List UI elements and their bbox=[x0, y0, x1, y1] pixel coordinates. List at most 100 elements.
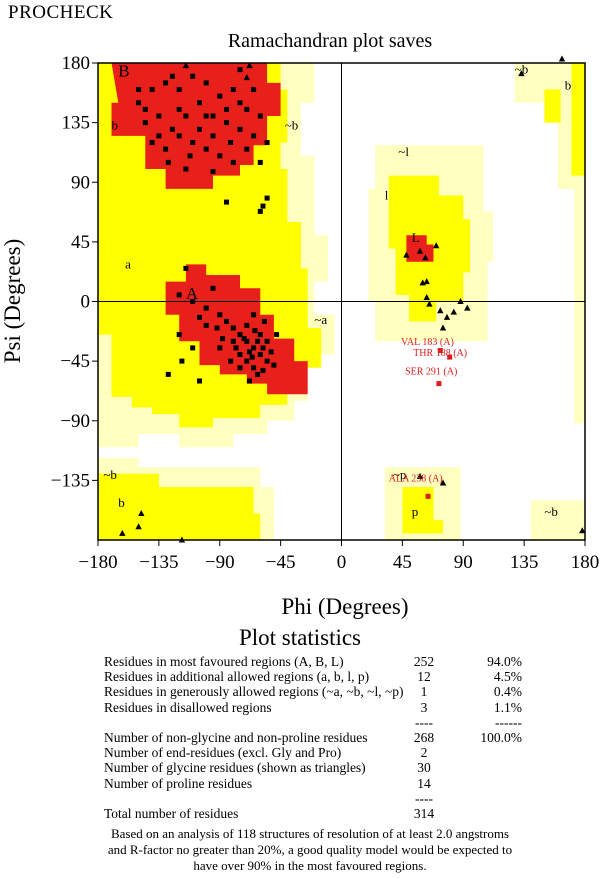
residue-point-49 bbox=[224, 199, 229, 205]
residue-point-80 bbox=[255, 371, 261, 377]
residue-point-90 bbox=[183, 265, 189, 271]
residue-point-16 bbox=[210, 133, 216, 139]
glycine-point-20 bbox=[423, 278, 430, 285]
stats-count: 3 bbox=[420, 699, 428, 715]
outlier-point-2 bbox=[436, 381, 442, 387]
data-points bbox=[119, 55, 586, 543]
y-axis-label: Psi (Degrees) bbox=[0, 239, 25, 364]
residue-point-40 bbox=[228, 140, 234, 145]
residue-point-0 bbox=[136, 100, 142, 106]
x-tick-label-6: 90 bbox=[454, 552, 473, 573]
stats-count: 12 bbox=[417, 669, 431, 685]
chart-title: Ramachandran plot saves bbox=[227, 30, 433, 52]
residue-point-54 bbox=[217, 312, 223, 318]
stats-label: Number of end-residues (excl. Gly and Pr… bbox=[104, 745, 342, 761]
glycine-point-9 bbox=[422, 254, 429, 261]
allowed-region-p bbox=[402, 487, 443, 534]
residue-point-33 bbox=[197, 100, 202, 106]
glycine-point-5 bbox=[138, 510, 145, 516]
glycine-point-8 bbox=[416, 247, 424, 254]
residue-point-71 bbox=[264, 338, 270, 344]
residue-point-7 bbox=[230, 87, 236, 92]
stats-percent: 1.1% bbox=[493, 699, 522, 715]
residue-point-30 bbox=[264, 140, 270, 145]
residue-point-18 bbox=[237, 126, 243, 132]
y-tick-label-0: 180 bbox=[62, 53, 91, 74]
ramachandran-plot: Bb ~baA~a~llL~bb~pp~bb~b VAL 183 (A)THR 1… bbox=[0, 53, 599, 619]
glycine-point-21 bbox=[416, 472, 424, 479]
residue-point-13 bbox=[169, 126, 175, 132]
labeled-outliers: VAL 183 (A)THR 188 (A) SER 291 (A) ALA 238… bbox=[389, 337, 467, 499]
residue-point-91 bbox=[179, 358, 185, 364]
x-tick-label-0: −180 bbox=[78, 552, 117, 573]
residue-point-56 bbox=[230, 325, 236, 331]
residue-point-78 bbox=[203, 322, 209, 328]
stats-percent: 94.0% bbox=[487, 654, 522, 669]
glycine-point-15 bbox=[443, 313, 451, 320]
residue-point-37 bbox=[176, 106, 182, 112]
region-label-8: L bbox=[412, 230, 420, 245]
stats-label: Total number of residues bbox=[104, 805, 239, 821]
residue-point-74 bbox=[252, 328, 258, 334]
stats-percent: 0.4% bbox=[493, 684, 522, 700]
residue-point-50 bbox=[176, 292, 182, 298]
stats-percent: ------ bbox=[495, 714, 522, 730]
residue-point-15 bbox=[197, 126, 202, 132]
y-tick-label-3: 45 bbox=[71, 232, 90, 253]
residue-point-85 bbox=[237, 365, 243, 371]
residue-point-58 bbox=[244, 338, 250, 344]
favoured-region-beta bbox=[111, 63, 281, 189]
glycine-point-7 bbox=[403, 251, 410, 258]
stats-label: Number of proline residues bbox=[104, 775, 253, 791]
stats-count: 1 bbox=[420, 684, 428, 700]
stats-count: 314 bbox=[413, 805, 435, 821]
residue-point-34 bbox=[224, 106, 229, 112]
residue-point-64 bbox=[237, 352, 243, 357]
x-tick-label-4: 0 bbox=[337, 552, 347, 573]
stats-count: 2 bbox=[420, 745, 428, 761]
glycine-point-25 bbox=[579, 527, 586, 534]
residue-point-43 bbox=[142, 106, 148, 112]
residue-point-17 bbox=[224, 120, 229, 126]
outlier-label-3: ALA 238 (A) bbox=[389, 474, 443, 485]
region-label-14: b bbox=[565, 78, 572, 93]
region-labels: Bb ~baA~a~llL~bb~pp~bb~b bbox=[103, 61, 571, 519]
allowed-region-right bbox=[571, 63, 585, 176]
glycine-point-19 bbox=[464, 304, 471, 311]
allowed-region-right-inner bbox=[544, 89, 561, 123]
residue-point-81 bbox=[260, 367, 266, 373]
region-label-1: b bbox=[112, 117, 119, 132]
region-label-7: l bbox=[385, 188, 389, 203]
glycine-point-2 bbox=[243, 74, 250, 81]
outlier-point-0 bbox=[437, 348, 443, 353]
residue-point-87 bbox=[217, 345, 223, 351]
outlier-point-3 bbox=[425, 493, 431, 499]
residue-point-67 bbox=[260, 345, 266, 351]
region-label-3: a bbox=[125, 256, 131, 271]
residue-point-93 bbox=[197, 378, 202, 384]
residue-point-84 bbox=[271, 362, 277, 368]
residue-point-10 bbox=[257, 113, 263, 119]
residue-point-47 bbox=[260, 203, 266, 209]
residue-point-77 bbox=[214, 325, 220, 331]
stats-label: Residues in disallowed regions bbox=[104, 699, 272, 715]
residue-point-22 bbox=[176, 133, 182, 139]
residue-point-65 bbox=[230, 338, 236, 344]
residue-point-29 bbox=[136, 87, 142, 92]
outlier-point-1 bbox=[447, 354, 453, 360]
residue-point-62 bbox=[251, 365, 257, 371]
stats-count: 30 bbox=[417, 760, 431, 776]
favoured-region-alpha bbox=[165, 264, 308, 395]
residue-point-45 bbox=[237, 67, 243, 73]
residue-point-20 bbox=[149, 140, 155, 145]
residue-point-75 bbox=[244, 322, 250, 328]
x-tick-label-1: −135 bbox=[139, 552, 178, 573]
generous-region-right-top bbox=[514, 63, 585, 424]
stats-label: Residues in generously allowed regions (… bbox=[104, 684, 404, 700]
stats-count: 14 bbox=[417, 775, 431, 791]
residue-point-3 bbox=[176, 87, 182, 92]
residue-point-12 bbox=[156, 113, 162, 119]
residue-point-60 bbox=[257, 352, 263, 357]
glycine-point-18 bbox=[439, 324, 447, 331]
residue-point-25 bbox=[217, 153, 223, 159]
